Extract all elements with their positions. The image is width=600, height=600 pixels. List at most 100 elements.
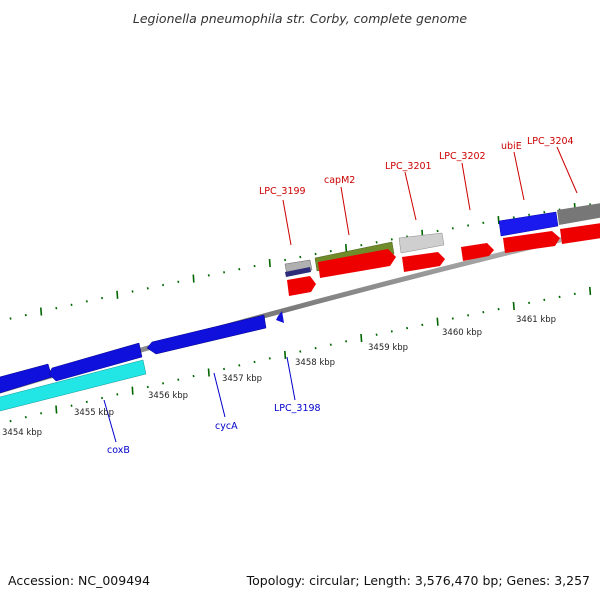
minor-tick: [375, 241, 378, 244]
minor-tick: [55, 306, 58, 310]
minor-tick: [467, 314, 470, 317]
minor-tick: [101, 396, 104, 400]
minor-tick: [512, 216, 515, 219]
minor-tick: [558, 295, 561, 299]
minor-tick: [329, 343, 332, 346]
minor-tick: [299, 350, 302, 353]
gene-label-ubiE[interactable]: ubiE: [501, 141, 522, 152]
minor-tick: [253, 360, 256, 364]
major-tick: [207, 368, 210, 377]
minor-tick: [146, 385, 149, 389]
reverse-strand-features: [0, 311, 284, 412]
minor-tick: [223, 367, 226, 371]
minor-tick: [436, 229, 439, 233]
minor-tick: [9, 419, 12, 423]
cds-arrow[interactable]: [560, 223, 600, 244]
gene-label-LPC_3202[interactable]: LPC_3202: [439, 151, 486, 162]
minor-tick: [268, 357, 271, 360]
major-tick: [40, 307, 43, 316]
minor-tick: [497, 307, 500, 311]
gene-label-LPC_3204[interactable]: LPC_3204: [527, 136, 574, 147]
gene-label-coxB[interactable]: coxB: [107, 445, 130, 456]
minor-tick: [573, 292, 576, 296]
minor-tick: [421, 323, 424, 327]
minor-tick: [345, 340, 348, 343]
tick-label-3461: 3461 kbp: [516, 315, 556, 325]
minor-tick: [528, 301, 531, 305]
minor-tick: [314, 252, 317, 256]
tick-label-3459: 3459 kbp: [368, 343, 408, 353]
accession-text: Accession: NC_009494: [8, 573, 150, 588]
tick-label-3455: 3455 kbp: [74, 408, 114, 418]
minor-tick: [116, 393, 119, 396]
minor-tick: [162, 382, 165, 385]
cds-arrow[interactable]: [461, 243, 494, 261]
minor-tick: [253, 264, 256, 268]
cds-arrow[interactable]: [402, 252, 445, 272]
gene-label-LPC_3199[interactable]: LPC_3199: [259, 186, 306, 197]
minor-tick: [390, 330, 393, 333]
minor-tick: [543, 210, 546, 214]
major-tick: [192, 274, 195, 283]
minor-tick: [207, 274, 210, 277]
gene-label-cycA[interactable]: cycA: [215, 421, 238, 432]
gene-LPC_3204-feature[interactable]: [557, 203, 600, 225]
gene-label-LPC_3198[interactable]: LPC_3198: [274, 403, 321, 414]
major-tick: [360, 333, 363, 343]
map-title: Legionella pneumophila str. Corby, compl…: [133, 11, 468, 26]
tick-label-3458: 3458 kbp: [295, 358, 335, 368]
cds-arrow[interactable]: [287, 276, 316, 296]
minor-tick: [238, 364, 241, 367]
gene-ubiE-feature[interactable]: [498, 211, 559, 237]
minor-tick: [451, 227, 454, 230]
minor-tick: [131, 290, 134, 293]
tick-label-3460: 3460 kbp: [442, 328, 482, 338]
major-tick: [436, 317, 439, 326]
major-tick: [284, 350, 287, 359]
minor-tick: [482, 310, 485, 314]
cds-arrow[interactable]: [503, 231, 560, 253]
minor-tick: [70, 404, 73, 407]
cds-arrow[interactable]: [318, 249, 396, 278]
major-tick: [497, 216, 500, 225]
minor-tick: [528, 213, 531, 217]
gene-label-LPC_3201[interactable]: LPC_3201: [385, 161, 432, 172]
cds-arrow-reverse[interactable]: [146, 314, 267, 355]
minor-tick: [375, 333, 378, 336]
genome-summary-text: Topology: circular; Length: 3,576,470 bp…: [246, 573, 590, 588]
cds-arrow-reverse[interactable]: [48, 342, 143, 382]
cds-arrow-reverse[interactable]: [276, 311, 284, 323]
minor-tick: [70, 303, 73, 306]
minor-tick: [24, 313, 27, 317]
minor-tick: [482, 221, 485, 225]
gene-LPC_3199-feature-lower[interactable]: [285, 267, 311, 277]
minor-tick: [146, 287, 149, 290]
minor-tick: [329, 249, 332, 253]
minor-tick: [101, 296, 104, 300]
cds-arrow-reverse[interactable]: [0, 363, 53, 394]
tick-label-3457: 3457 kbp: [222, 374, 262, 384]
minor-tick: [543, 298, 546, 302]
minor-tick: [9, 317, 12, 320]
major-tick: [512, 301, 515, 311]
minor-tick: [223, 271, 226, 274]
minor-tick: [467, 224, 470, 227]
minor-tick: [284, 258, 287, 262]
minor-tick: [360, 243, 363, 247]
tick-label-3456: 3456 kbp: [148, 391, 188, 401]
gene-LPC_3201-feature[interactable]: [398, 232, 445, 254]
minor-tick: [162, 283, 165, 287]
top-leader-lines: [282, 146, 578, 246]
cds-arrow-reverse[interactable]: [0, 359, 147, 412]
forward-strand-features: [284, 203, 600, 296]
minor-tick: [314, 346, 317, 350]
lower-tick-row: [9, 286, 592, 423]
minor-tick: [238, 267, 241, 271]
gene-label-capM2[interactable]: capM2: [324, 175, 355, 186]
minor-tick: [40, 412, 43, 415]
minor-tick: [177, 280, 180, 284]
minor-tick: [299, 255, 302, 259]
minor-tick: [24, 415, 27, 419]
major-tick: [131, 386, 134, 395]
